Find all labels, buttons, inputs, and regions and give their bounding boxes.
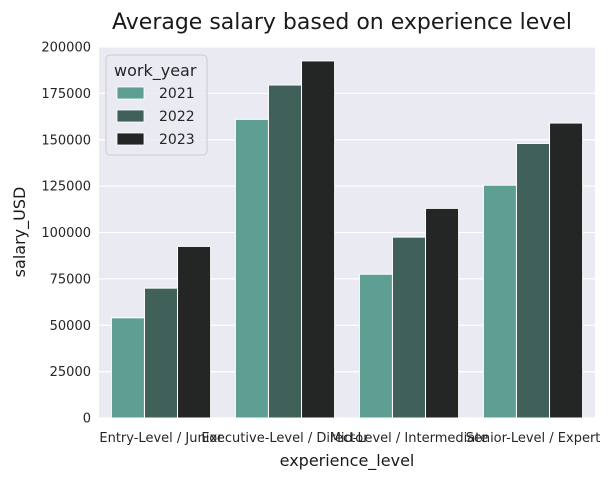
bars: [110, 60, 584, 419]
bar-2021: [358, 273, 393, 419]
bar-2022: [143, 287, 179, 419]
bar-2023: [549, 122, 584, 419]
y-tick-label: 0: [83, 412, 91, 427]
bar-2021: [110, 317, 145, 419]
legend-swatch-2023: [116, 132, 145, 146]
x-tick-label: Executive-Level / Director: [201, 431, 369, 446]
y-tick-label: 25000: [50, 365, 91, 380]
y-tick-label: 75000: [50, 272, 91, 287]
legend-items: 2021 2022 2023: [116, 86, 195, 148]
bar-2021: [234, 118, 269, 419]
bar-2022: [391, 236, 427, 419]
bar-2023: [301, 60, 336, 419]
legend-label: 2021: [159, 86, 195, 102]
legend-swatch-2021: [116, 86, 145, 100]
bar-2023: [177, 245, 212, 419]
bar-2023: [425, 207, 460, 419]
y-axis-label: salary_USD: [10, 187, 30, 278]
chart-title: Average salary based on experience level: [112, 10, 572, 35]
legend-box: [105, 54, 208, 156]
x-axis-label: experience_level: [280, 451, 415, 471]
y-tick-label: 150000: [41, 133, 91, 148]
y-tick-labels: 0 25000 50000 75000 100000 125000 150000 175000…: [41, 41, 91, 427]
y-tick-label: 175000: [41, 87, 91, 102]
y-tick-label: 50000: [50, 319, 91, 334]
y-tick-label: 200000: [41, 41, 91, 56]
x-tick-label: Senior-Level / Expert: [466, 431, 601, 446]
y-tick-label: 100000: [41, 226, 91, 241]
bar-2022: [515, 142, 551, 419]
legend: work_year 2021 2022 2023: [105, 54, 208, 156]
bar-2022: [267, 84, 303, 419]
legend-label: 2022: [159, 109, 195, 125]
x-tick-label: Entry-Level / Junior: [99, 431, 223, 446]
x-tick-label: Mid-Level / Intermediate: [330, 431, 489, 446]
legend-label: 2023: [159, 132, 195, 148]
y-tick-label: 125000: [41, 180, 91, 195]
bar-2021: [482, 184, 517, 419]
legend-swatch-2022: [116, 109, 145, 123]
legend-title: work_year: [114, 61, 197, 81]
